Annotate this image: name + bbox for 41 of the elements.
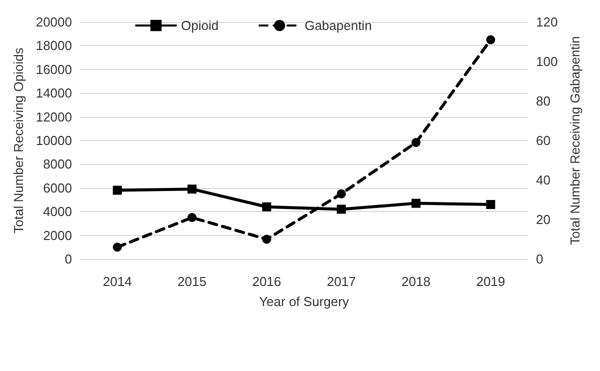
y-tick-label: 6000 xyxy=(43,180,72,196)
y-tick-label: 8000 xyxy=(43,156,72,172)
y2-tick-label: 20 xyxy=(536,212,550,227)
y2-tick-label: 80 xyxy=(536,94,550,108)
y-tick-label: 16000 xyxy=(36,62,72,77)
x-tick-label: 2019 xyxy=(476,274,506,289)
point xyxy=(336,204,346,214)
y-tick-label: 10000 xyxy=(36,133,72,148)
y-tick-label: 0 xyxy=(64,252,72,266)
y-tick-label: 18000 xyxy=(36,38,72,54)
y2-axis-title: Total Number Receiving Gabapentin xyxy=(568,36,583,245)
x-tick-label: 2015 xyxy=(178,274,206,289)
y-tick-label: 14000 xyxy=(36,86,72,101)
y-tick-label: 2000 xyxy=(43,228,72,243)
point xyxy=(188,213,196,222)
point xyxy=(412,198,420,208)
x-axis-title: Year of Surgery xyxy=(259,294,350,309)
y2-tick-label: 60 xyxy=(536,133,550,148)
point xyxy=(486,35,496,44)
x-tick-label: 2018 xyxy=(402,274,430,289)
y2-tick-label: 40 xyxy=(536,172,550,188)
y2-tick-label: 0 xyxy=(536,252,544,266)
point xyxy=(262,234,272,244)
y2-tick-label: 120 xyxy=(536,14,558,30)
x-tick-label: 2016 xyxy=(252,274,282,289)
point xyxy=(112,242,122,252)
point xyxy=(112,186,122,195)
legend-label: Opioid xyxy=(181,18,219,33)
point xyxy=(412,138,420,147)
x-tick-label: 2017 xyxy=(326,274,356,289)
x-tick-label: 2014 xyxy=(102,274,132,289)
y2-tick-label: 100 xyxy=(536,54,558,69)
point xyxy=(188,184,196,194)
point xyxy=(262,202,272,212)
y-tick-label: 4000 xyxy=(43,204,72,220)
legend-label: Gabapentin xyxy=(304,18,372,33)
y-tick-label: 20000 xyxy=(36,14,72,30)
y-axis-title: Total Number Receiving Opioids xyxy=(10,47,26,234)
y-tick-label: 12000 xyxy=(36,109,72,124)
point xyxy=(486,200,496,209)
point xyxy=(336,189,346,198)
